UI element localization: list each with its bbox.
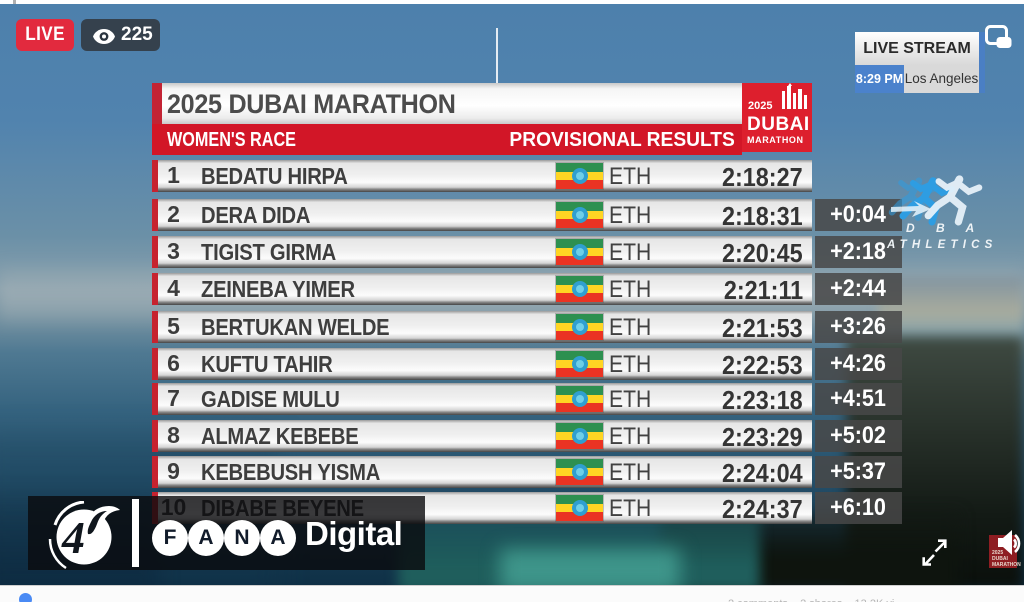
svg-text:2025: 2025 (748, 100, 772, 112)
svg-text:MARATHON: MARATHON (747, 135, 804, 145)
svg-text:DUBAI: DUBAI (747, 114, 810, 135)
svg-text:D B A: D B A (906, 221, 983, 235)
svg-text:ATHLETICS: ATHLETICS (886, 239, 997, 251)
svg-text:4: 4 (61, 512, 85, 563)
